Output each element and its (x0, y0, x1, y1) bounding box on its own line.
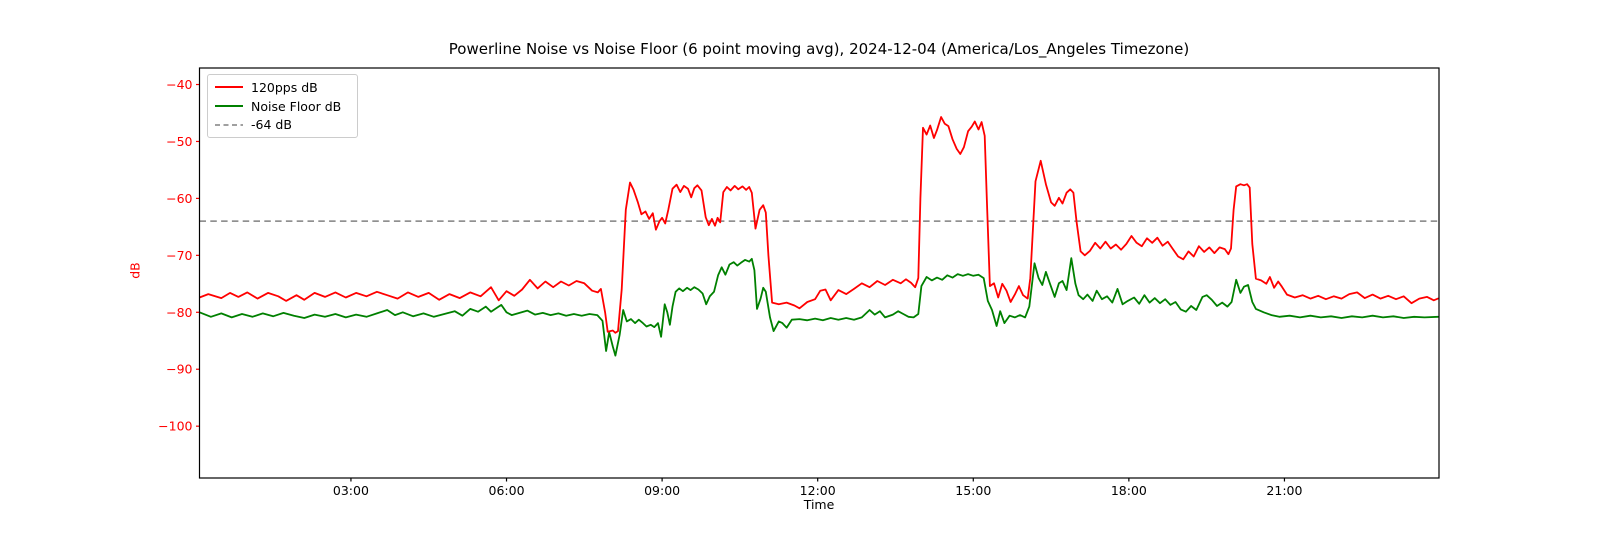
y-tick-label: −90 (166, 362, 192, 377)
x-axis-label: Time (803, 497, 835, 512)
y-tick-label: −100 (158, 419, 192, 434)
legend-line-sample-green (215, 105, 243, 107)
legend: 120pps dB Noise Floor dB -64 dB (207, 74, 358, 138)
series-line-noise-floor-db (199, 257, 1439, 357)
legend-line-sample-dashed (215, 123, 243, 126)
y-tick-label: −40 (166, 77, 192, 92)
legend-label: -64 dB (251, 117, 292, 133)
series-line-120pps-db (199, 116, 1439, 334)
x-tick-label: 12:00 (800, 483, 836, 498)
legend-item-120pps: 120pps dB (214, 78, 351, 97)
legend-item-threshold: -64 dB (214, 115, 351, 134)
x-tick-label: 15:00 (955, 483, 991, 498)
x-tick-label: 03:00 (333, 483, 369, 498)
legend-label: Noise Floor dB (251, 98, 342, 114)
x-tick-label: 06:00 (489, 483, 525, 498)
y-tick-label: −60 (166, 191, 192, 206)
y-axis-label: dB (127, 262, 143, 279)
x-tick-label: 21:00 (1266, 483, 1302, 498)
chart-title: Powerline Noise vs Noise Floor (6 point … (448, 40, 1190, 58)
axes-spines (198, 67, 1440, 479)
x-tick-label: 09:00 (644, 483, 680, 498)
y-tick-label: −80 (166, 305, 192, 320)
x-tick-label: 18:00 (1111, 483, 1147, 498)
legend-label: 120pps dB (251, 79, 318, 95)
legend-line-sample-red (215, 86, 243, 89)
legend-item-noise-floor: Noise Floor dB (214, 97, 351, 116)
y-tick-label: −50 (166, 134, 192, 149)
y-tick-label: −70 (166, 248, 192, 263)
